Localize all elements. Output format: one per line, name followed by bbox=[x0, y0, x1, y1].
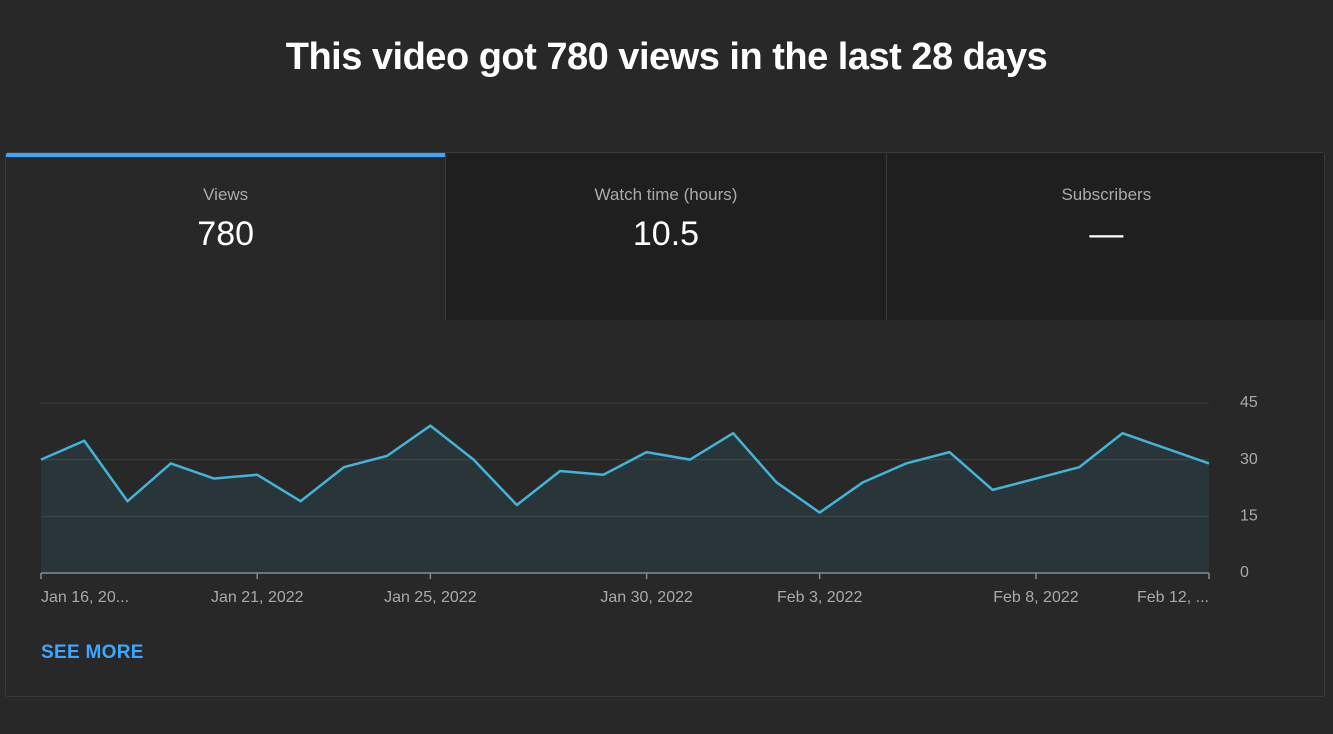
metric-value: 10.5 bbox=[632, 215, 700, 253]
metric-label: Subscribers bbox=[1061, 185, 1152, 204]
x-tick-label: Feb 8, 2022 bbox=[993, 589, 1079, 606]
metric-label: Views bbox=[203, 185, 249, 204]
x-tick-label: Jan 16, 20... bbox=[41, 589, 129, 606]
x-tick-label: Feb 12, ... bbox=[1137, 589, 1209, 606]
y-tick-label: 0 bbox=[1240, 564, 1249, 581]
see-more-link[interactable]: SEE MORE bbox=[41, 642, 144, 663]
metric-tabs: Views 780 Watch time (hours) 10.5 Subscriber… bbox=[6, 153, 1324, 320]
x-tick-label: Jan 30, 2022 bbox=[600, 589, 693, 606]
metric-tab[interactable]: Subscribers — bbox=[885, 153, 1324, 320]
metric-value: 780 bbox=[197, 215, 255, 253]
metric-tab[interactable]: Views 780 bbox=[6, 153, 446, 320]
page-title: This video got 780 views in the last 28 … bbox=[285, 36, 1048, 78]
metric-label: Watch time (hours) bbox=[594, 185, 738, 204]
active-indicator bbox=[6, 153, 446, 157]
y-tick-label: 30 bbox=[1240, 451, 1258, 468]
chart: 0 15 30 45 Jan 16, 20... Jan 21, 2022 Jan 25, … bbox=[40, 394, 1258, 606]
area bbox=[41, 425, 1209, 573]
x-tick-label: Jan 25, 2022 bbox=[384, 589, 477, 606]
line bbox=[40, 424, 1210, 514]
y-tick-label: 45 bbox=[1240, 394, 1258, 411]
metric-tab[interactable]: Watch time (hours) 10.5 bbox=[445, 153, 886, 320]
metric-value: — bbox=[1089, 215, 1124, 253]
x-tick-label: Feb 3, 2022 bbox=[777, 589, 863, 606]
x-tick-label: Jan 21, 2022 bbox=[211, 589, 304, 606]
y-tick-label: 15 bbox=[1240, 508, 1258, 525]
analytics-card: Views 780 Watch time (hours) 10.5 Subscriber… bbox=[5, 152, 1325, 697]
